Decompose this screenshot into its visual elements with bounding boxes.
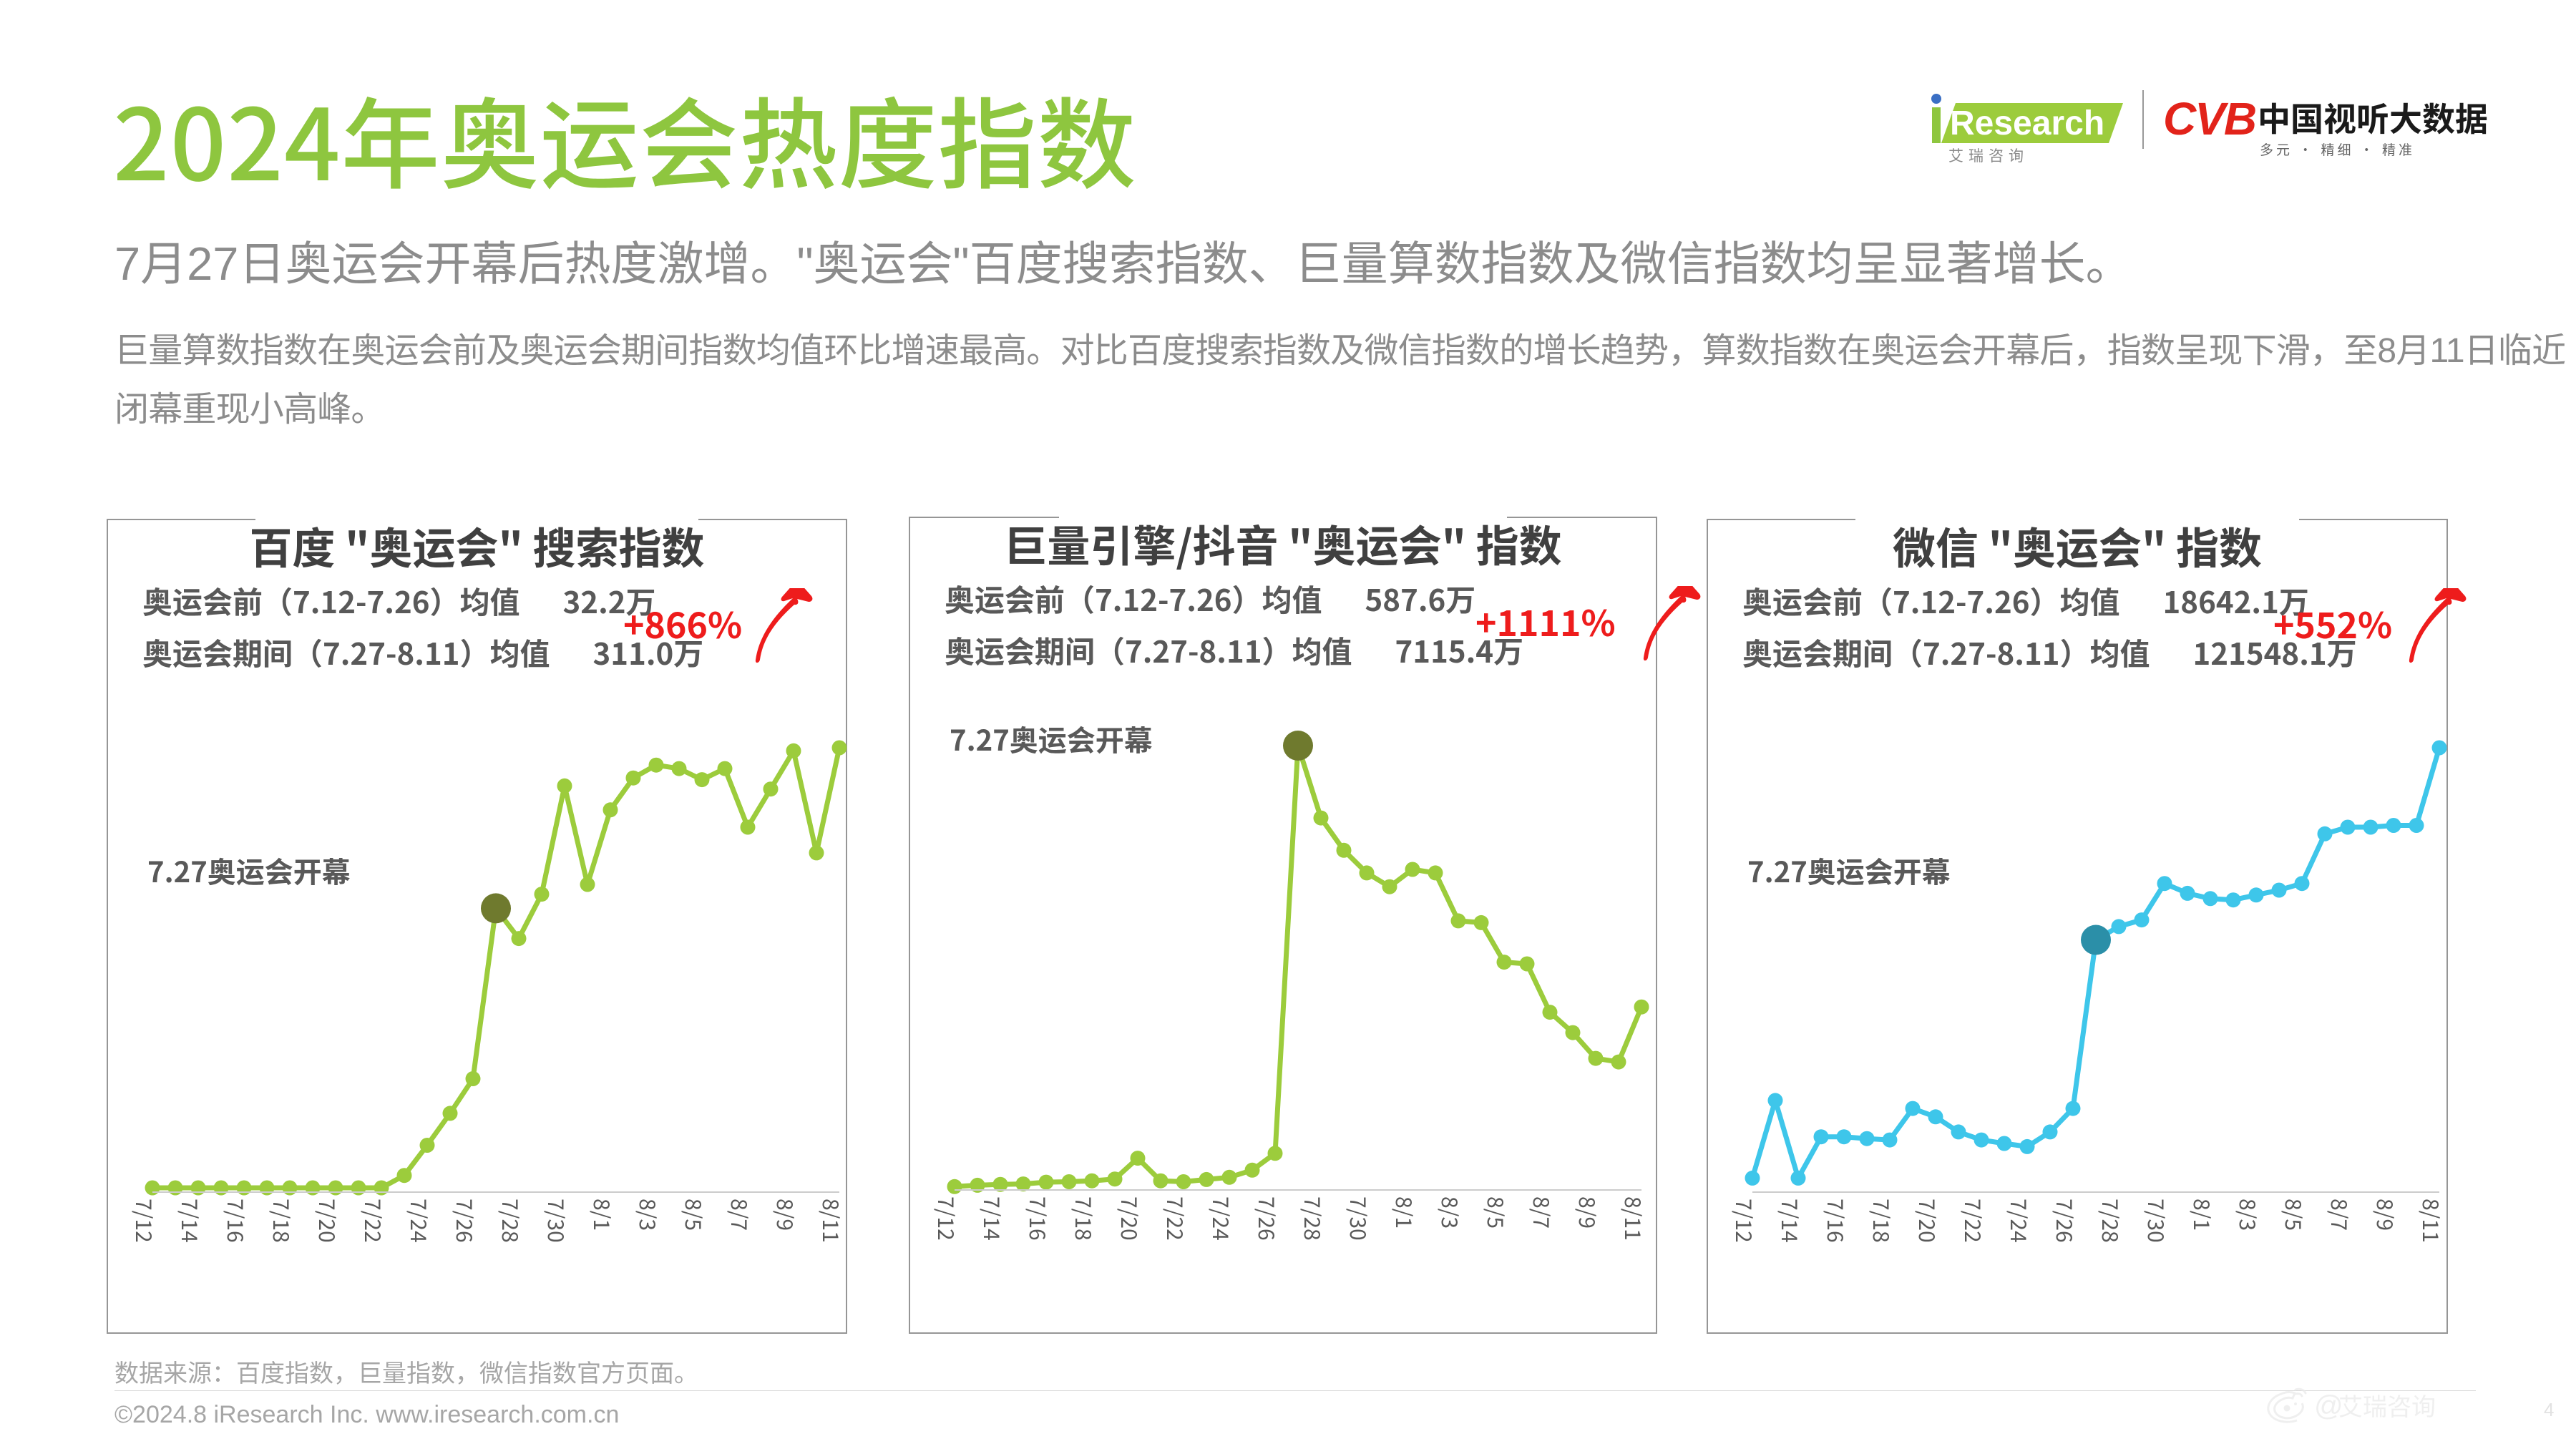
- svg-text:CVB: CVB: [2163, 93, 2255, 145]
- svg-text:多元 · 精细 · 精准: 多元 · 精细 · 精准: [2260, 140, 2415, 159]
- svg-text:艾瑞咨询: 艾瑞咨询: [1948, 145, 2029, 166]
- svg-text:Research: Research: [1950, 104, 2104, 142]
- svg-text:艾瑞咨询: 艾瑞咨询: [2338, 1387, 2436, 1423]
- svg-text:中国视听大数据: 中国视听大数据: [2258, 94, 2488, 141]
